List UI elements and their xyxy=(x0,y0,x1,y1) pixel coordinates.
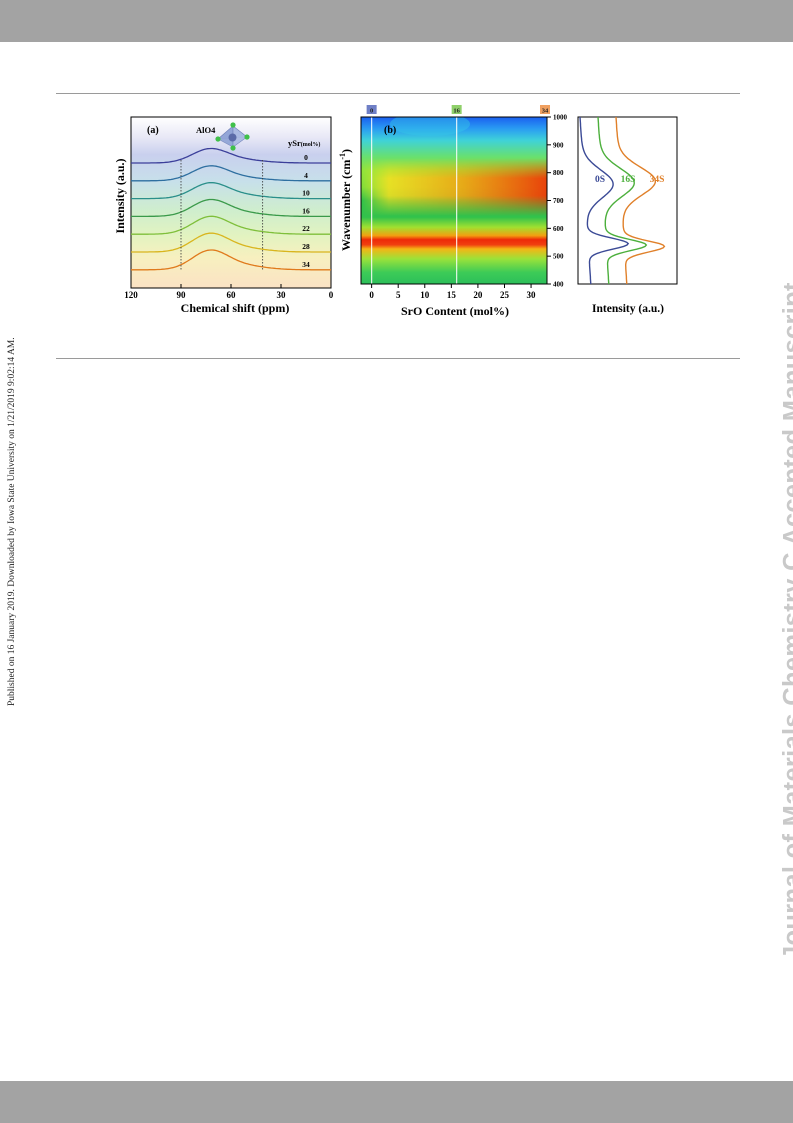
nmr-series-label-22: 22 xyxy=(302,224,310,233)
heatmap-x-tick-label: 5 xyxy=(396,290,401,300)
nmr-panel: 0 4 10 16 22 28 34 120 90 60 30 0 (a) AlO4 ySr(mol… xyxy=(113,116,334,315)
heatmap-x-tick-label: 30 xyxy=(527,290,537,300)
heatmap-marker-label-0: 0 xyxy=(370,108,373,115)
heatmap-band-770 xyxy=(361,158,547,216)
heatmap-y-tick-label: 500 xyxy=(553,253,564,261)
nmr-spectrum-34 xyxy=(131,249,331,271)
nmr-spectrum-4 xyxy=(131,165,331,182)
heatmap-panel-label: (b) xyxy=(384,125,396,136)
top-rule xyxy=(56,93,740,94)
nmr-series-label-4: 4 xyxy=(304,171,308,180)
nmr-spectrum-10 xyxy=(131,181,331,200)
nmr-x-axis-label: Chemical shift (ppm) xyxy=(181,301,290,315)
heatmap-y-tick-label: 900 xyxy=(553,141,564,149)
nmr-series-label-28: 28 xyxy=(302,242,310,251)
heatmap-x-tick-label: 15 xyxy=(447,290,457,300)
heatmap-y-tick-label: 700 xyxy=(553,197,564,205)
header-bar xyxy=(0,0,793,42)
heatmap-y-tick-label: 600 xyxy=(553,225,564,233)
nmr-x-tick-label: 0 xyxy=(329,290,334,300)
alo4-annotation: AlO4 xyxy=(196,125,216,135)
spectra-x-axis-label: Intensity (a.u.) xyxy=(592,303,664,315)
bottom-rule xyxy=(56,358,740,359)
nmr-spectrum-22 xyxy=(131,215,331,235)
nmr-y-axis-label: Intensity (a.u.) xyxy=(113,158,127,233)
heatmap-y-tick-label: 1000 xyxy=(553,114,568,122)
nmr-series-label-16: 16 xyxy=(302,206,310,215)
tetrahedron-icon xyxy=(215,122,250,151)
ftir-heatmap-panel: 0 16 34 0 5 10 15 20 25 30 400 500 600 700 800 900 1000… xyxy=(338,105,568,318)
ftir-spectrum-0S xyxy=(579,116,630,285)
ftir-spectrum-34S xyxy=(615,116,666,285)
ftir-spectrum-16S xyxy=(597,116,648,285)
ftir-series-label-0S: 0S xyxy=(595,175,605,185)
heatmap-y-axis-label: Wavenumber (cm-1) xyxy=(338,149,353,251)
heatmap-x-tick-label: 10 xyxy=(420,290,430,300)
heatmap-y-tick-label: 800 xyxy=(553,169,564,177)
heatmap-x-tick-label: 20 xyxy=(473,290,483,300)
nmr-series-label-10: 10 xyxy=(302,189,310,198)
heatmap-marker-label-34: 34 xyxy=(542,108,549,115)
heatmap-y-tick-label: 400 xyxy=(553,281,564,289)
heatmap-marker-box-0 xyxy=(366,105,377,114)
heatmap-marker-box-34 xyxy=(540,105,550,114)
heatmap-marker-label-16: 16 xyxy=(453,108,460,115)
nmr-spectrum-28 xyxy=(131,232,331,253)
heatmap-x-axis-label: SrO Content (mol%) xyxy=(401,304,509,318)
ftir-series-label-16S: 16S xyxy=(621,175,636,185)
footer-bar xyxy=(0,1081,793,1123)
nmr-spectrum-0 xyxy=(131,147,331,164)
legend-title: ySr(mol%) xyxy=(288,138,320,148)
nmr-spectrum-16 xyxy=(131,198,331,218)
nmr-x-tick-label: 90 xyxy=(177,290,187,300)
nmr-series-label-34: 34 xyxy=(302,260,310,269)
heatmap-x-tick-label: 25 xyxy=(500,290,510,300)
nmr-panel-label: (a) xyxy=(147,125,159,136)
nmr-x-tick-label: 60 xyxy=(227,290,237,300)
ftir-spectra-panel: 0S 16S 34S Intensity (a.u.) xyxy=(577,116,678,315)
heatmap-highlight xyxy=(390,117,470,136)
nmr-x-tick-label: 30 xyxy=(277,290,287,300)
nmr-series-label-0: 0 xyxy=(304,153,308,162)
spectra-frame xyxy=(577,116,678,285)
ftir-series-label-34S: 34S xyxy=(650,175,665,185)
nmr-x-tick-label: 120 xyxy=(124,290,138,300)
heatmap-x-tick-label: 0 xyxy=(369,290,374,300)
heatmap-marker-box-16 xyxy=(451,105,462,114)
